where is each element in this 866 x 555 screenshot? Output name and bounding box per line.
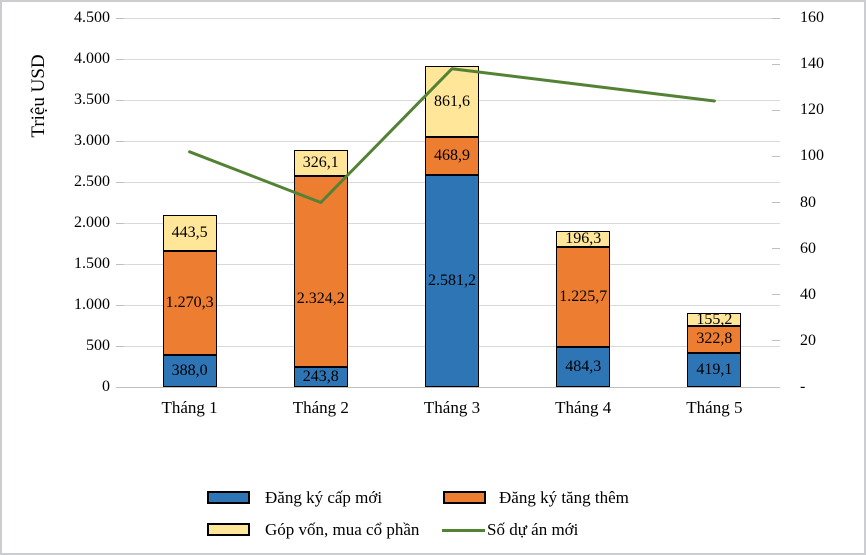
left-axis-tick-label: 4.500	[74, 9, 110, 26]
bar-data-label: 326,1	[302, 154, 339, 172]
right-axis-tick-label: 140	[800, 55, 824, 73]
right-axis-tick	[772, 294, 780, 296]
left-axis-tick-label: 1.000	[74, 296, 110, 313]
bar-segment-yellow	[162, 214, 217, 252]
gridline	[124, 17, 780, 19]
bar-data-label: 243,8	[302, 368, 339, 385]
right-axis-tick-label: 60	[800, 239, 816, 257]
right-axis-tick-label: 80	[800, 193, 816, 211]
left-axis-tick	[116, 140, 124, 142]
left-axis-tick	[116, 222, 124, 224]
right-axis-tick	[772, 386, 780, 388]
bar-segment-blue	[293, 367, 348, 387]
bar-segment-orange	[556, 246, 611, 348]
bar-data-label: 443,5	[171, 223, 208, 241]
bar-data-label: 484,3	[565, 358, 602, 376]
left-axis-tick-label: 0	[102, 378, 110, 395]
bar-data-label: 196,3	[565, 229, 602, 247]
left-axis-tick-label: 1.500	[74, 255, 110, 272]
bar-segment-yellow	[556, 230, 611, 247]
legend-swatch-new-registration	[207, 491, 250, 504]
right-axis-tick-label: 40	[800, 285, 816, 303]
plot-area: 388,0 1.270,3 443,5 243,8 2.324,2 326,1 2.581,…	[124, 17, 780, 388]
category-label: Tháng 5	[686, 398, 743, 417]
legend-label-additional-registration: Đăng ký tăng thêm	[499, 488, 629, 507]
bar-data-label: 1.225,7	[559, 288, 608, 306]
bar-data-label: 2.581,2	[428, 272, 476, 290]
right-axis-tick-label: -	[800, 378, 806, 395]
right-axis-tick-label: 160	[800, 9, 824, 26]
legend-label-new-projects: Số dự án mới	[487, 520, 579, 539]
bar-data-label: 419,1	[696, 360, 733, 378]
legend-label-capital-contribution: Góp vốn, mua cổ phần	[265, 520, 420, 539]
left-axis-tick	[116, 345, 124, 347]
right-axis-tick	[772, 340, 780, 342]
legend-line-new-projects	[442, 529, 485, 532]
left-axis-tick	[116, 304, 124, 306]
legend-swatch-additional-registration	[443, 491, 486, 504]
left-axis-tick-label: 2.500	[74, 173, 110, 190]
bar-segment-blue	[162, 355, 217, 387]
category-label: Tháng 3	[423, 398, 481, 417]
bar-segment-yellow	[687, 313, 742, 327]
left-axis-tick	[116, 99, 124, 101]
bar-segment-orange	[162, 251, 217, 356]
gridline	[124, 58, 780, 60]
bar-segment-blue	[425, 175, 479, 387]
left-axis-tick-label: 2.000	[74, 214, 110, 231]
bar-data-label: 861,6	[434, 92, 470, 110]
bar-segment-blue	[556, 347, 611, 387]
right-axis-tick	[772, 17, 780, 19]
bar-data-label: 1.270,3	[165, 294, 214, 312]
category-label: Tháng 1	[161, 398, 218, 417]
legend-label-new-registration: Đăng ký cấp mới	[265, 488, 383, 507]
right-axis-tick-label: 100	[800, 147, 824, 165]
bar-segment-orange	[293, 176, 348, 368]
category-label: Tháng 4	[555, 398, 612, 417]
bar-data-label: 468,9	[434, 147, 470, 165]
left-axis-tick-label: 500	[86, 337, 110, 354]
bar-data-label: 155,2	[696, 310, 733, 328]
right-axis-tick	[772, 155, 780, 157]
left-axis-tick	[116, 386, 124, 388]
bar-segment-blue	[687, 352, 742, 387]
right-axis-tick	[772, 202, 780, 203]
left-axis-tick	[116, 17, 124, 19]
right-axis-tick-label: 20	[800, 331, 816, 349]
category-label: Tháng 2	[292, 398, 349, 417]
left-axis-tick	[116, 58, 124, 60]
left-axis-tick	[116, 263, 124, 265]
bar-data-label: 2.324,2	[296, 289, 345, 307]
gridline	[124, 386, 780, 388]
bar-segment-orange	[687, 326, 742, 353]
bar-data-label: 388,0	[171, 362, 208, 380]
right-axis-tick	[772, 63, 780, 65]
right-axis-tick-label: 120	[800, 101, 824, 119]
legend-swatch-capital-contribution	[207, 523, 250, 536]
left-axis-tick-label: 3.000	[74, 132, 110, 149]
left-axis-tick	[116, 181, 124, 183]
right-axis-tick	[772, 248, 780, 250]
right-axis-tick	[772, 109, 780, 111]
bar-data-label: 322,8	[696, 330, 733, 348]
left-axis-tick-label: 3.500	[74, 91, 110, 108]
left-axis-tick-label: 4.000	[74, 50, 110, 67]
